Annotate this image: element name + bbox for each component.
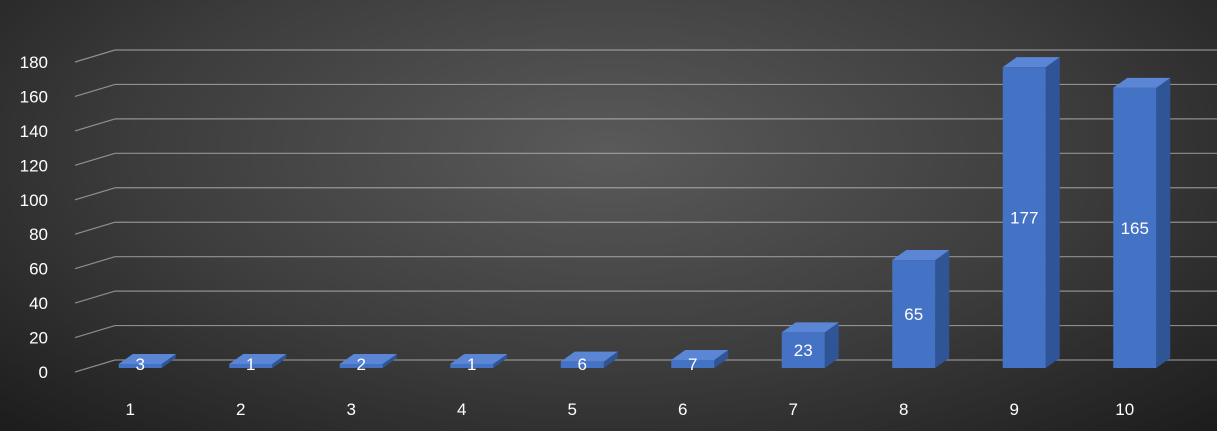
data-label: 7	[688, 355, 697, 374]
bar-front	[781, 332, 825, 368]
bar	[1113, 77, 1171, 368]
bar-top	[892, 250, 950, 261]
gridline-depth	[74, 221, 116, 235]
y-axis: 0 20 40 60 80 100 120 140 160 180	[20, 53, 48, 382]
x-tick-label: 2	[236, 400, 245, 419]
x-tick-label: 8	[899, 400, 908, 419]
x-tick-label: 4	[457, 400, 466, 419]
y-tick-label: 100	[20, 191, 48, 210]
gridline-depth	[74, 256, 116, 270]
bar-top	[1002, 57, 1060, 68]
bar-side	[161, 354, 176, 368]
x-tick-label: 5	[568, 400, 577, 419]
data-label: 65	[904, 305, 923, 324]
bar	[671, 349, 729, 368]
data-label: 3	[136, 355, 145, 374]
bar	[339, 354, 397, 368]
bar-top	[118, 354, 176, 364]
y-tick-label: 140	[20, 122, 48, 141]
y-tick-label: 180	[20, 53, 48, 72]
bar-top	[229, 354, 287, 364]
x-tick-label: 3	[347, 400, 356, 419]
y-tick-label: 20	[29, 329, 48, 348]
bar-top	[339, 354, 397, 364]
bar	[560, 351, 618, 368]
bar-side	[1045, 57, 1060, 369]
bar-top	[450, 354, 508, 364]
x-tick-label: 6	[678, 400, 687, 419]
bar-side	[603, 351, 618, 368]
y-tick-label: 0	[39, 363, 48, 382]
bar-top	[781, 322, 839, 333]
bar	[1002, 57, 1060, 369]
bar	[450, 354, 508, 368]
x-tick-label: 9	[1010, 400, 1019, 419]
bar-side	[382, 354, 397, 368]
x-tick-label: 1	[126, 400, 135, 419]
y-tick-label: 160	[20, 87, 48, 106]
data-label: 165	[1121, 219, 1149, 238]
x-tick-label: 10	[1115, 400, 1134, 419]
bar-front	[1113, 87, 1157, 368]
bar-side	[493, 354, 508, 368]
bar-side	[935, 250, 950, 368]
gridline-depth	[74, 83, 116, 98]
bar	[781, 322, 839, 368]
y-tick-label: 40	[29, 294, 48, 313]
y-tick-label: 120	[20, 156, 48, 175]
bar-front	[671, 359, 715, 368]
bar-front	[450, 364, 494, 368]
data-label: 177	[1010, 209, 1038, 228]
gridline-depth	[74, 359, 116, 373]
y-tick-label: 60	[29, 260, 48, 279]
data-label: 1	[467, 355, 476, 374]
bar	[892, 250, 950, 368]
x-tick-label: 7	[789, 400, 798, 419]
gridline-depth	[74, 49, 116, 63]
bar-top	[1113, 77, 1171, 88]
bar-top	[560, 351, 618, 362]
bar-front	[1002, 67, 1046, 369]
gridline-depth	[74, 152, 116, 166]
bar-front	[339, 364, 383, 368]
bar-front	[560, 361, 604, 368]
x-axis: 1 2 3 4 5 6 7 8 9 10	[126, 400, 1135, 419]
gridline-depth	[74, 187, 116, 201]
data-label: 6	[578, 355, 587, 374]
data-labels: 3 1 2 1 6 7 23 65 177 165	[136, 209, 1149, 374]
bar-side	[824, 322, 839, 368]
bar-front	[118, 364, 162, 368]
bar-side	[272, 354, 287, 368]
bar-front	[229, 364, 273, 368]
bar-top	[671, 349, 729, 360]
data-label: 2	[357, 355, 366, 374]
bar	[118, 354, 176, 368]
bar-side	[1156, 77, 1171, 368]
bars	[118, 57, 1171, 369]
bar	[229, 354, 287, 368]
gridline-depth	[74, 324, 116, 339]
bar-front	[892, 260, 936, 368]
data-label: 1	[246, 355, 255, 374]
gridline-depth	[74, 290, 116, 304]
y-tick-label: 80	[29, 225, 48, 244]
bar-side	[714, 349, 729, 368]
gridline-depth	[74, 118, 116, 132]
data-label: 23	[794, 341, 813, 360]
